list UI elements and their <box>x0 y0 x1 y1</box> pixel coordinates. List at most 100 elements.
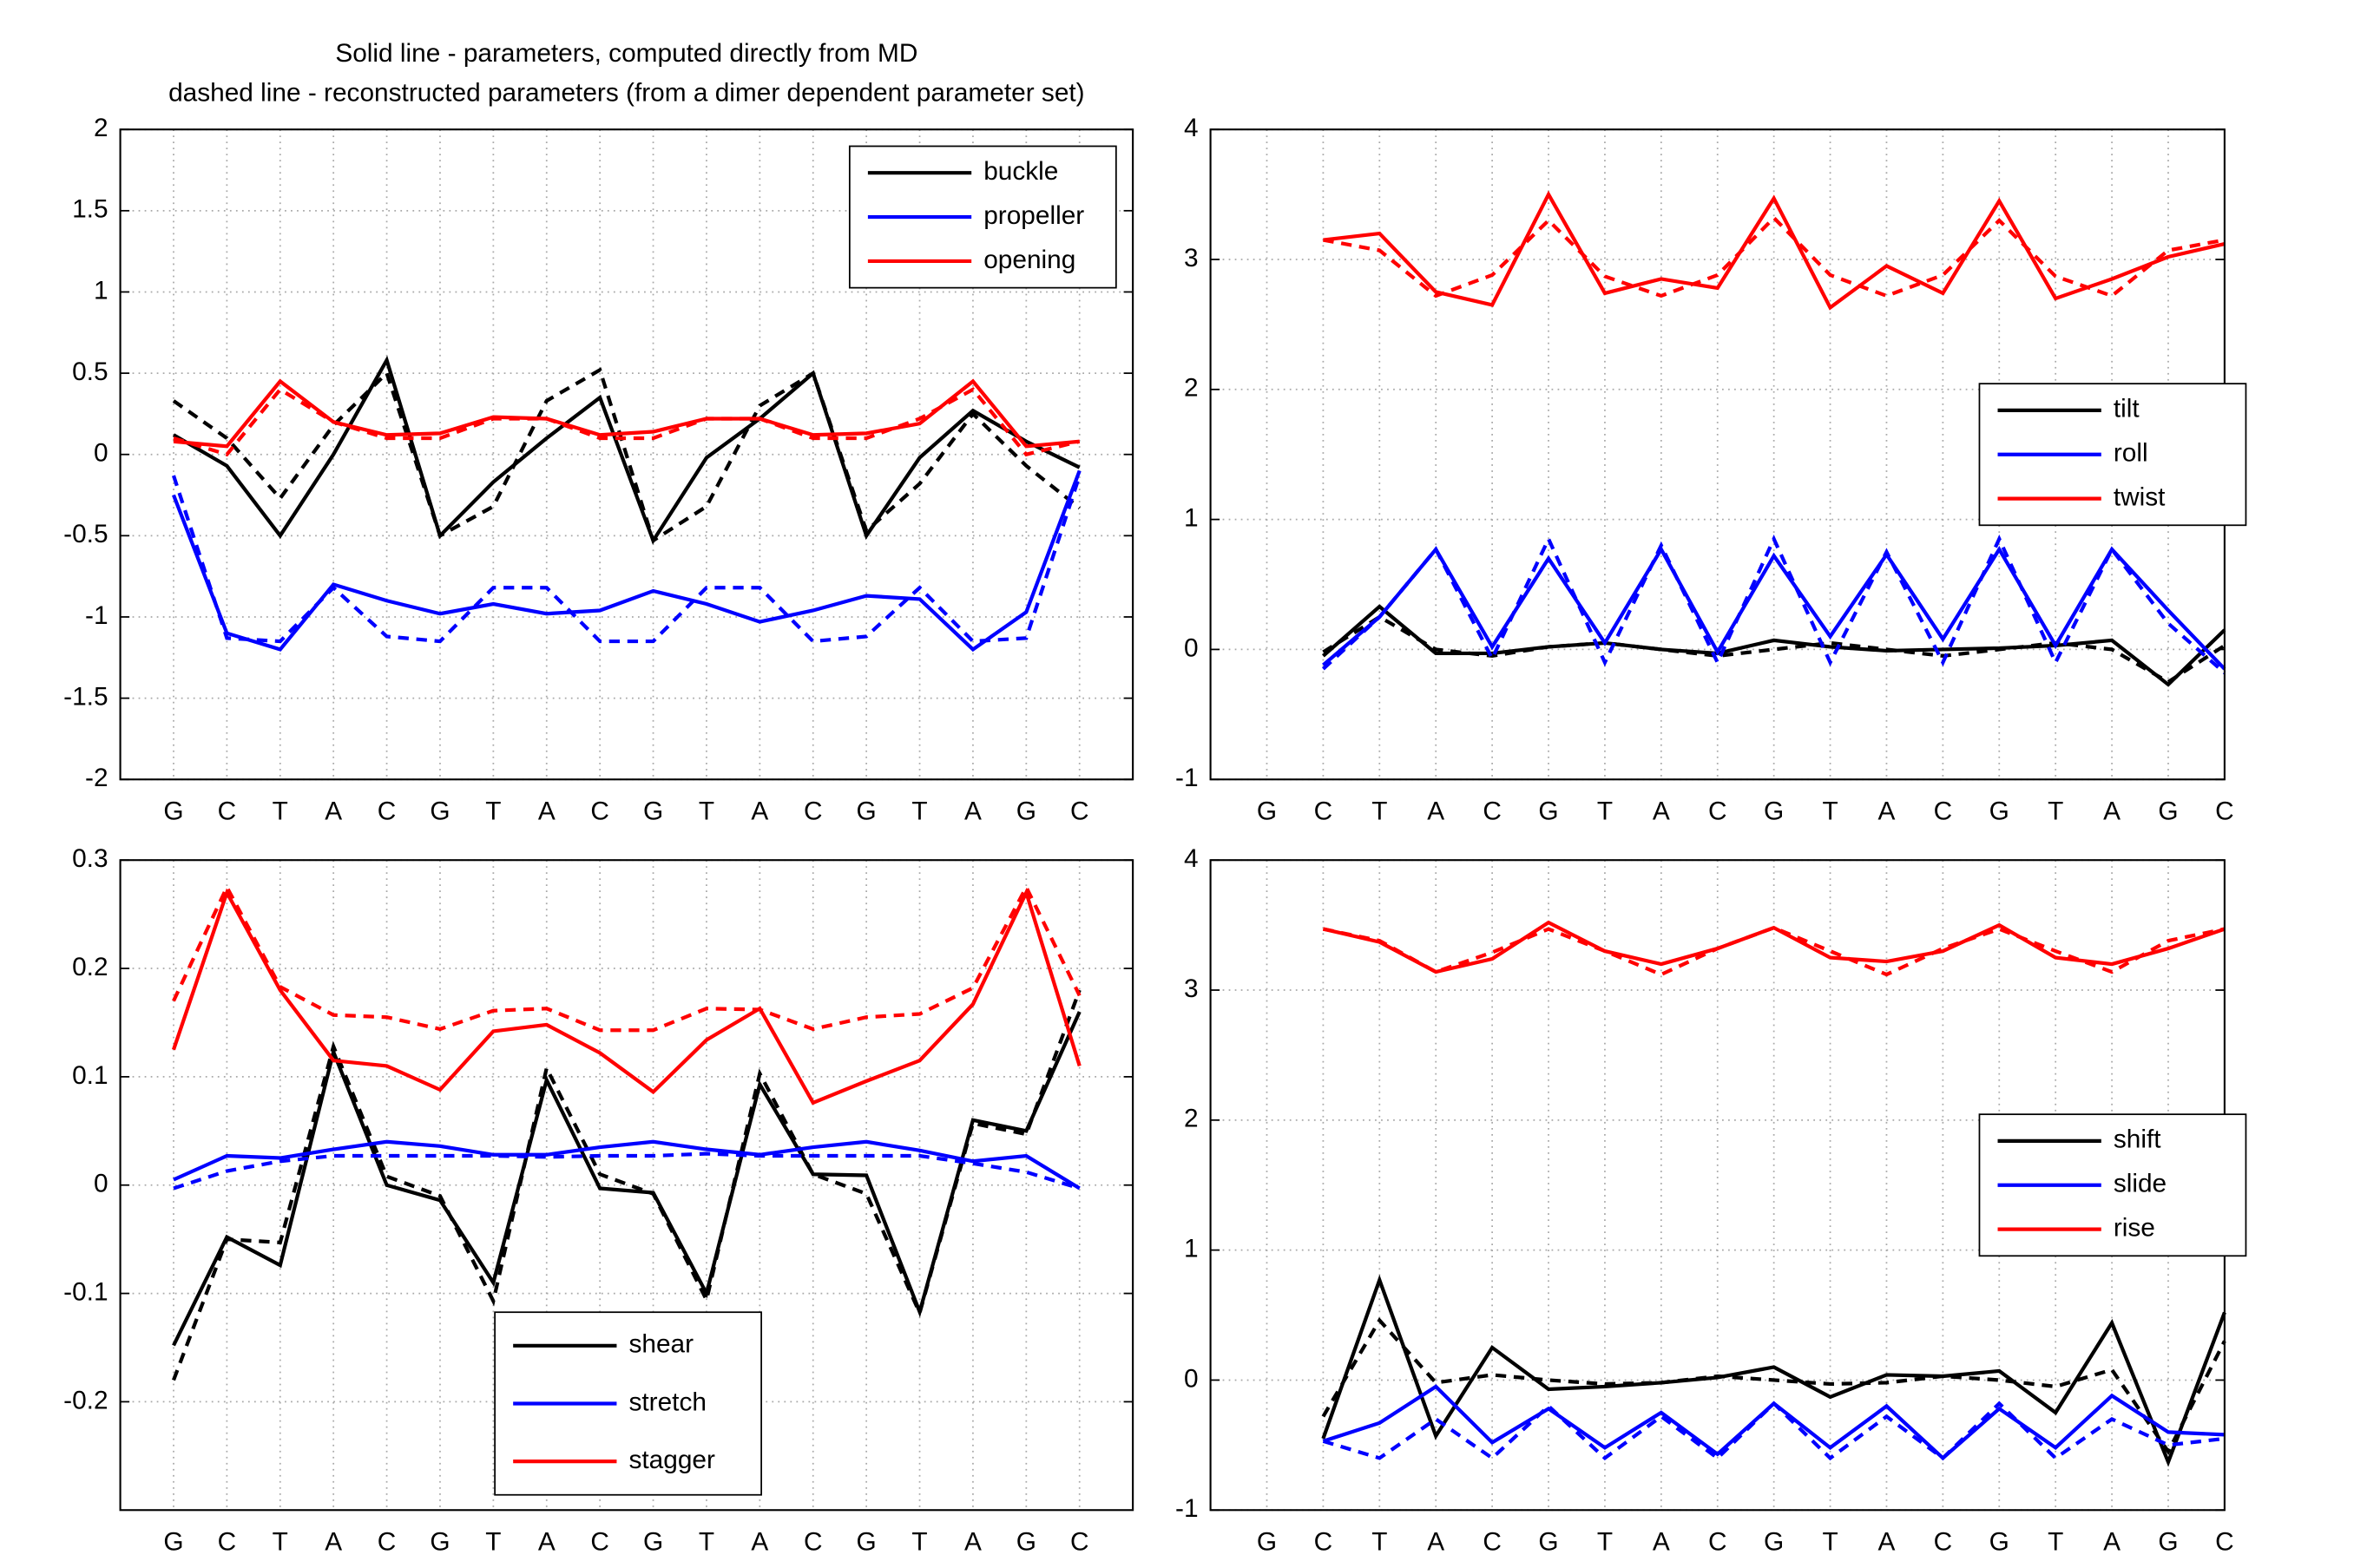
x-tick-label: C <box>1708 797 1727 826</box>
x-tick-label: T <box>1371 797 1387 826</box>
x-tick-label: C <box>1314 1528 1333 1557</box>
x-tick-label: T <box>699 1528 714 1557</box>
y-tick-label: 1.5 <box>72 195 108 224</box>
legend-label: opening <box>983 246 1075 274</box>
x-tick-label: C <box>1483 797 1502 826</box>
subplot: Solid line - parameters, computed direct… <box>63 39 1134 826</box>
y-tick-label: 0 <box>1184 1364 1199 1393</box>
x-tick-label: G <box>1538 797 1558 826</box>
x-tick-label: C <box>1070 1528 1089 1557</box>
x-tick-label: G <box>2158 797 2178 826</box>
dashed-line <box>1321 1316 2226 1455</box>
x-tick-label: G <box>857 1528 877 1557</box>
legend-label: shear <box>628 1330 694 1359</box>
x-tick-label: T <box>273 1528 288 1557</box>
legend: shift slide rise <box>1978 1113 2247 1257</box>
line <box>172 469 1082 653</box>
x-tick-label: G <box>430 1528 450 1557</box>
x-tick-label: G <box>857 797 877 826</box>
axes-frame <box>119 859 1134 1512</box>
y-tick-label: -1.5 <box>63 682 108 711</box>
x-tick-label: A <box>1653 797 1670 826</box>
y-tick-label: 0 <box>94 439 108 468</box>
x-tick-label: A <box>2103 797 2121 826</box>
legend-label: stretch <box>628 1388 706 1416</box>
line <box>171 887 1082 1105</box>
x-tick-label: G <box>1989 797 2009 826</box>
x-tick-label: G <box>1257 797 1277 826</box>
x-tick-label: A <box>1427 797 1444 826</box>
x-tick-label: A <box>1878 797 1896 826</box>
x-tick-label: C <box>590 1528 609 1557</box>
x-tick-label: A <box>325 1528 342 1557</box>
y-tick-label: 1 <box>94 276 108 305</box>
x-tick-label: A <box>2103 1528 2121 1557</box>
legend-label: rise <box>2114 1213 2155 1242</box>
dashed-line <box>1322 1401 2226 1461</box>
x-tick-label: G <box>1016 797 1036 826</box>
x-tick-label: T <box>1822 1528 1838 1557</box>
chart-title: dashed line - reconstructed parameters (… <box>168 79 1085 108</box>
y-tick-label: 1 <box>1184 1235 1199 1263</box>
legend: buckle propeller opening <box>848 145 1117 289</box>
y-tick-label: 0.5 <box>72 358 108 386</box>
y-tick-label: 3 <box>1184 244 1199 272</box>
x-tick-label: T <box>2048 797 2063 826</box>
y-tick-label: -2 <box>85 764 108 792</box>
dashed-line <box>171 475 1082 644</box>
dashed-line <box>173 1151 1081 1191</box>
line <box>1323 190 2226 311</box>
y-tick-label: -1 <box>1175 1494 1199 1523</box>
x-tick-label: C <box>378 797 397 826</box>
y-tick-label: 2 <box>94 114 108 142</box>
y-tick-label: 0.3 <box>72 844 108 873</box>
x-tick-label: G <box>1016 1528 1036 1557</box>
dashed-line <box>1322 925 2226 977</box>
legend-label: shift <box>2114 1125 2161 1154</box>
x-tick-label: T <box>273 797 288 826</box>
x-tick-label: C <box>378 1528 397 1557</box>
dashed-line <box>1321 535 2226 674</box>
chart-title: Solid line - parameters, computed direct… <box>335 39 917 68</box>
x-tick-label: C <box>804 1528 823 1557</box>
x-tick-label: T <box>1597 1528 1613 1557</box>
y-tick-label: -1 <box>85 601 108 630</box>
x-tick-label: G <box>643 797 663 826</box>
x-tick-label: C <box>1314 797 1333 826</box>
x-tick-label: C <box>1934 797 1953 826</box>
x-tick-label: A <box>1427 1528 1444 1557</box>
x-tick-label: G <box>1764 1528 1784 1557</box>
legend-label: buckle <box>983 157 1058 186</box>
x-tick-label: C <box>1070 797 1089 826</box>
y-tick-label: 3 <box>1184 974 1199 1003</box>
x-tick-label: G <box>2158 1528 2178 1557</box>
y-tick-label: -0.5 <box>63 520 108 548</box>
y-tick-label: 2 <box>1184 374 1199 403</box>
legend-label: slide <box>2114 1170 2167 1198</box>
x-tick-label: G <box>430 797 450 826</box>
x-tick-label: A <box>1653 1528 1670 1557</box>
x-tick-label: G <box>1764 797 1784 826</box>
y-tick-label: 0 <box>94 1170 108 1198</box>
x-tick-label: A <box>538 797 556 826</box>
x-tick-label: T <box>2048 1528 2063 1557</box>
x-tick-label: C <box>2215 797 2234 826</box>
x-tick-label: C <box>218 797 237 826</box>
y-tick-label: 1 <box>1184 503 1199 532</box>
x-tick-label: G <box>163 797 183 826</box>
dashed-line <box>1322 614 2226 685</box>
x-tick-label: T <box>485 1528 501 1557</box>
y-tick-label: 2 <box>1184 1105 1199 1133</box>
y-tick-label: 0.1 <box>72 1061 108 1090</box>
line <box>172 1011 1082 1347</box>
y-tick-label: 4 <box>1184 114 1199 142</box>
y-tick-label: 4 <box>1184 844 1199 873</box>
line <box>172 355 1081 545</box>
x-tick-label: A <box>964 1528 982 1557</box>
x-tick-label: A <box>325 797 342 826</box>
x-tick-label: G <box>1989 1528 2009 1557</box>
x-tick-label: C <box>1708 1528 1727 1557</box>
